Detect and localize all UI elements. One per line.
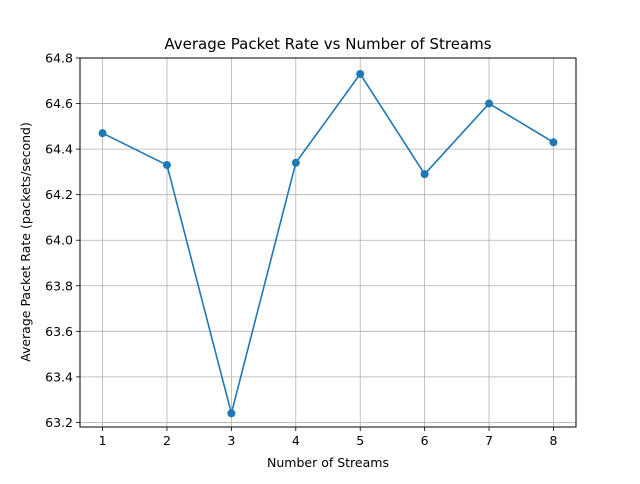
x-tick-label: 5 [356, 433, 364, 448]
y-tick-label: 63.4 [45, 369, 73, 384]
x-tick-label: 3 [227, 433, 235, 448]
series-line [102, 73, 554, 415]
x-axis-label: Number of Streams [267, 455, 389, 470]
data-point [485, 99, 494, 108]
y-axis-label: Average Packet Rate (packets/second) [18, 122, 33, 362]
x-tick-label: 8 [549, 433, 557, 448]
data-point [356, 69, 365, 78]
y-tick-label: 64.4 [45, 142, 73, 157]
y-tick-label: 63.8 [45, 278, 73, 293]
series-layer [98, 69, 558, 418]
x-tick-label: 2 [163, 433, 171, 448]
data-point [227, 409, 236, 418]
x-tick-label: 6 [421, 433, 429, 448]
chart-title: Average Packet Rate vs Number of Streams [164, 35, 491, 53]
data-point [549, 138, 558, 147]
gridlines [80, 57, 576, 427]
plot-frame [79, 57, 577, 428]
y-tick-label: 63.6 [45, 324, 73, 339]
x-tick-label: 7 [485, 433, 493, 448]
y-tick-label: 64.8 [45, 51, 73, 66]
ticks: 1 2 3 4 5 6 7 8 63.2 63.4 63.6 63.8 64.0 64.2 64.4 64.6… [45, 51, 557, 449]
y-tick-label: 64.2 [45, 187, 73, 202]
x-tick-label: 1 [99, 433, 107, 448]
x-tick-label: 4 [292, 433, 300, 448]
y-tick-label: 63.2 [45, 415, 73, 430]
data-point [162, 161, 171, 170]
y-tick-label: 64.0 [45, 233, 73, 248]
y-tick-label: 64.6 [45, 96, 73, 111]
data-point [98, 129, 107, 138]
data-point [420, 170, 429, 179]
data-point [291, 158, 300, 167]
